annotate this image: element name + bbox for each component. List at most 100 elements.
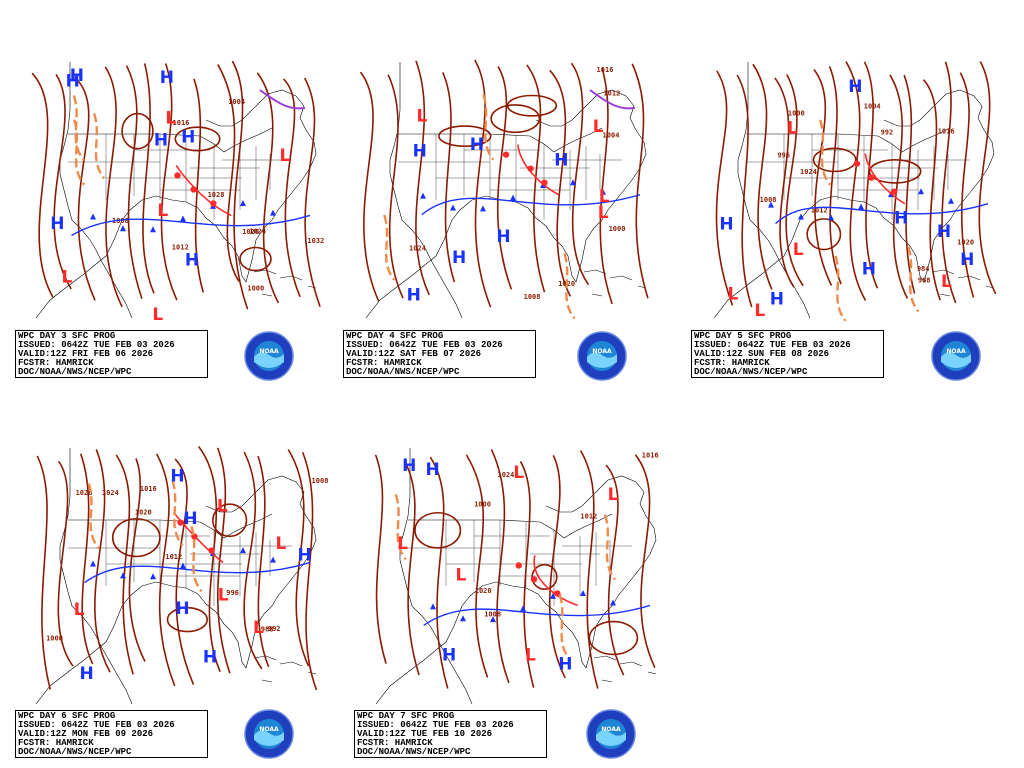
isobar [104, 66, 123, 308]
warm-front-bump [190, 186, 197, 193]
isobar [526, 64, 546, 293]
caption-day7: WPC DAY 7 SFC PROG ISSUED: 0642Z TUE FEB… [354, 710, 547, 758]
high-pressure-symbol: H [862, 260, 876, 280]
isobar-label: 1012 [603, 89, 620, 97]
coastline [365, 89, 647, 319]
cold-front-barb [460, 615, 466, 622]
caption-title: WPC DAY 7 SFC PROG [357, 711, 455, 721]
island [647, 671, 657, 675]
isobar [889, 74, 909, 299]
closed-isobar [212, 503, 248, 538]
closed-isobar [806, 218, 842, 251]
caption-issued: ISSUED: 0642Z TUE FEB 03 2026 [18, 720, 175, 730]
warm-front-bump [868, 174, 875, 181]
isobar [216, 447, 231, 674]
island [261, 679, 273, 683]
cold-front-barb [430, 603, 436, 610]
cold-front-barb [150, 226, 156, 233]
occluded-front [259, 89, 306, 110]
caption-agency: DOC/NOAA/NWS/NCEP/WPC [694, 367, 808, 377]
cold-front-barb [90, 560, 96, 567]
logo-text: NOAA [592, 348, 612, 355]
isobar-label: 1024 [249, 227, 266, 235]
high-pressure-symbol: H [185, 251, 199, 271]
isobar-label: 1004 [228, 98, 245, 106]
low-pressure-symbol: L [793, 240, 804, 260]
cold-front-barb [480, 205, 486, 212]
logo-wave [941, 352, 971, 368]
isobar [465, 454, 489, 678]
high-pressure-symbol: H [470, 135, 484, 155]
trough-line [603, 514, 617, 581]
country-border [398, 127, 603, 153]
cold-front-barb [580, 590, 586, 597]
trough-line [73, 119, 86, 186]
caption-issued: ISSUED: 0642Z TUE FEB 03 2026 [346, 340, 503, 350]
isobar-label: 1028 [208, 191, 225, 199]
isobar [256, 72, 280, 304]
island [931, 269, 955, 275]
isobar [79, 453, 94, 665]
low-pressure-symbol: L [74, 600, 85, 620]
logo-text: NOAA [946, 348, 966, 355]
isobar [415, 60, 430, 296]
isobar-label: 1008 [112, 217, 129, 225]
isobar [359, 71, 380, 302]
isobar [387, 74, 404, 299]
cold-front-barb [798, 213, 804, 220]
isobar-label: 1020 [957, 238, 974, 246]
cold-front-barb [120, 225, 126, 232]
caption-agency: DOC/NOAA/NWS/NCEP/WPC [357, 747, 471, 757]
isobar [631, 63, 649, 299]
isobar [160, 63, 178, 301]
logo-wave [254, 730, 284, 746]
low-pressure-symbol: L [217, 496, 228, 516]
high-pressure-symbol: H [770, 290, 784, 310]
cold-front-barb [240, 547, 246, 554]
logo-wave [596, 730, 626, 746]
basemap [365, 62, 647, 319]
island [593, 655, 617, 661]
caption-title: WPC DAY 5 SFC PROG [694, 331, 792, 341]
isobar [634, 454, 656, 669]
high-pressure-symbol: H [50, 214, 64, 234]
low-pressure-symbol: L [157, 201, 168, 221]
isobar-label: 1016 [173, 119, 190, 127]
isobar [282, 78, 301, 298]
cold-front-barb [948, 197, 954, 204]
low-pressure-symbol: L [62, 267, 73, 287]
caption-day3: WPC DAY 3 SFC PROG ISSUED: 0642Z TUE FEB… [15, 330, 208, 378]
cold-front-barb [150, 573, 156, 580]
isobar-label: 1012 [580, 512, 597, 520]
isobar [374, 454, 387, 664]
caption-forecaster: FCSTR: HAMRICK [18, 358, 94, 368]
high-pressure-symbol: H [203, 648, 217, 668]
caption-title: WPC DAY 6 SFC PROG [18, 711, 116, 721]
isobar [94, 449, 111, 673]
high-pressure-symbol: H [66, 72, 80, 92]
trough-line [558, 594, 571, 661]
noaa-logo-icon: NOAA [931, 331, 981, 381]
isobar [429, 456, 449, 689]
isobar-label: 1016 [938, 128, 955, 136]
high-pressure-symbol: H [442, 645, 456, 665]
high-pressure-symbol: H [937, 222, 951, 242]
low-pressure-symbol: L [941, 272, 952, 292]
isobar [115, 454, 134, 675]
cold-front-barb [490, 616, 496, 623]
cold-front-barb [768, 201, 774, 208]
isobar [570, 62, 590, 286]
isobar-label: 988 [261, 626, 274, 634]
caption-day6: WPC DAY 6 SFC PROG ISSUED: 0642Z TUE FEB… [15, 710, 208, 758]
low-pressure-symbol: L [253, 618, 264, 638]
trough-line [93, 113, 106, 180]
low-pressure-symbol: L [593, 117, 604, 137]
cold-front-barb [828, 214, 834, 221]
caption-valid: VALID:12Z SUN FEB 08 2026 [694, 349, 830, 359]
high-pressure-symbol: H [413, 141, 427, 161]
fronts [84, 480, 311, 593]
high-pressure-symbol: H [848, 77, 862, 97]
isobar [53, 73, 72, 290]
trough-line [190, 525, 203, 593]
